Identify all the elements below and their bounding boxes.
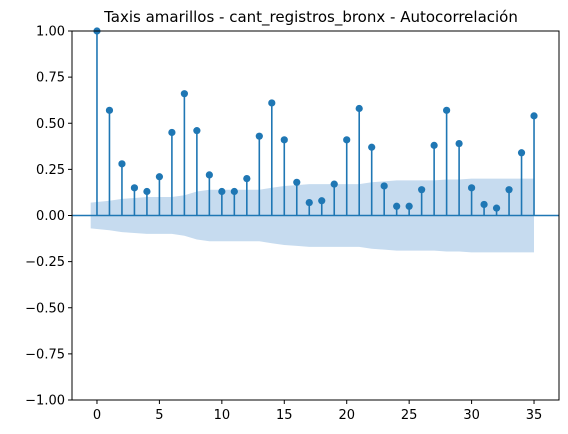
x-tick-label: 30 xyxy=(463,408,480,423)
stem-marker xyxy=(280,136,288,144)
stem-marker xyxy=(118,160,126,168)
x-tick-label: 25 xyxy=(401,408,418,423)
x-tick-label: 5 xyxy=(155,408,163,423)
stem-marker xyxy=(418,186,426,194)
x-tick-label: 35 xyxy=(526,408,543,423)
stem-marker xyxy=(443,106,451,114)
y-tick-label: 0.25 xyxy=(36,163,65,178)
stem-marker xyxy=(467,184,476,192)
stem-series xyxy=(72,27,559,217)
stem-marker xyxy=(155,173,164,181)
x-tick-label: 20 xyxy=(338,408,355,423)
stem-marker xyxy=(168,128,176,137)
y-tick-label: −0.25 xyxy=(25,255,65,270)
y-tick-label: −1.00 xyxy=(25,394,65,409)
stem-marker xyxy=(530,112,538,120)
stem-marker xyxy=(330,180,338,188)
stem-marker xyxy=(305,198,313,207)
stem-marker xyxy=(318,197,326,205)
stem-marker xyxy=(180,90,188,98)
stem-marker xyxy=(455,139,463,148)
stem-marker xyxy=(405,202,413,210)
stem-marker xyxy=(380,182,388,190)
x-axis-ticks: 0 5 10 15 20 25 30 35 xyxy=(93,400,542,423)
stem-marker xyxy=(268,99,276,107)
stem-marker xyxy=(130,184,139,192)
stem-marker xyxy=(355,104,363,113)
stem-marker xyxy=(492,204,501,212)
stem-marker xyxy=(393,202,401,210)
stem-marker xyxy=(368,143,376,151)
x-tick-label: 0 xyxy=(93,408,101,423)
y-tick-label: −0.50 xyxy=(25,301,65,316)
stem-marker xyxy=(517,149,526,157)
stem-marker xyxy=(193,127,201,135)
stem-marker xyxy=(218,187,226,196)
stem-marker xyxy=(343,136,351,144)
stem-marker xyxy=(430,141,438,149)
stem-marker xyxy=(293,178,301,186)
stem-marker xyxy=(105,106,114,114)
x-tick-label: 15 xyxy=(276,408,293,423)
y-tick-label: 0.75 xyxy=(36,71,65,86)
stem-marker xyxy=(255,132,263,140)
stem-marker xyxy=(243,175,251,183)
y-tick-label: 0.00 xyxy=(36,209,65,224)
x-tick-label: 10 xyxy=(214,408,231,423)
stem-marker xyxy=(230,187,238,196)
y-tick-label: 0.50 xyxy=(36,117,65,132)
stem-marker xyxy=(205,171,213,179)
stem-marker xyxy=(505,186,513,194)
y-axis-ticks: −1.00 −0.75 −0.50 −0.25 0.00 0.25 0.50 0.75 1.00 xyxy=(25,25,72,409)
stem-marker xyxy=(143,187,151,196)
y-tick-label: −0.75 xyxy=(25,347,65,362)
stem-marker xyxy=(480,200,488,209)
y-tick-label: 1.00 xyxy=(36,25,65,40)
chart-title: Taxis amarillos - cant_registros_bronx -… xyxy=(103,8,518,27)
